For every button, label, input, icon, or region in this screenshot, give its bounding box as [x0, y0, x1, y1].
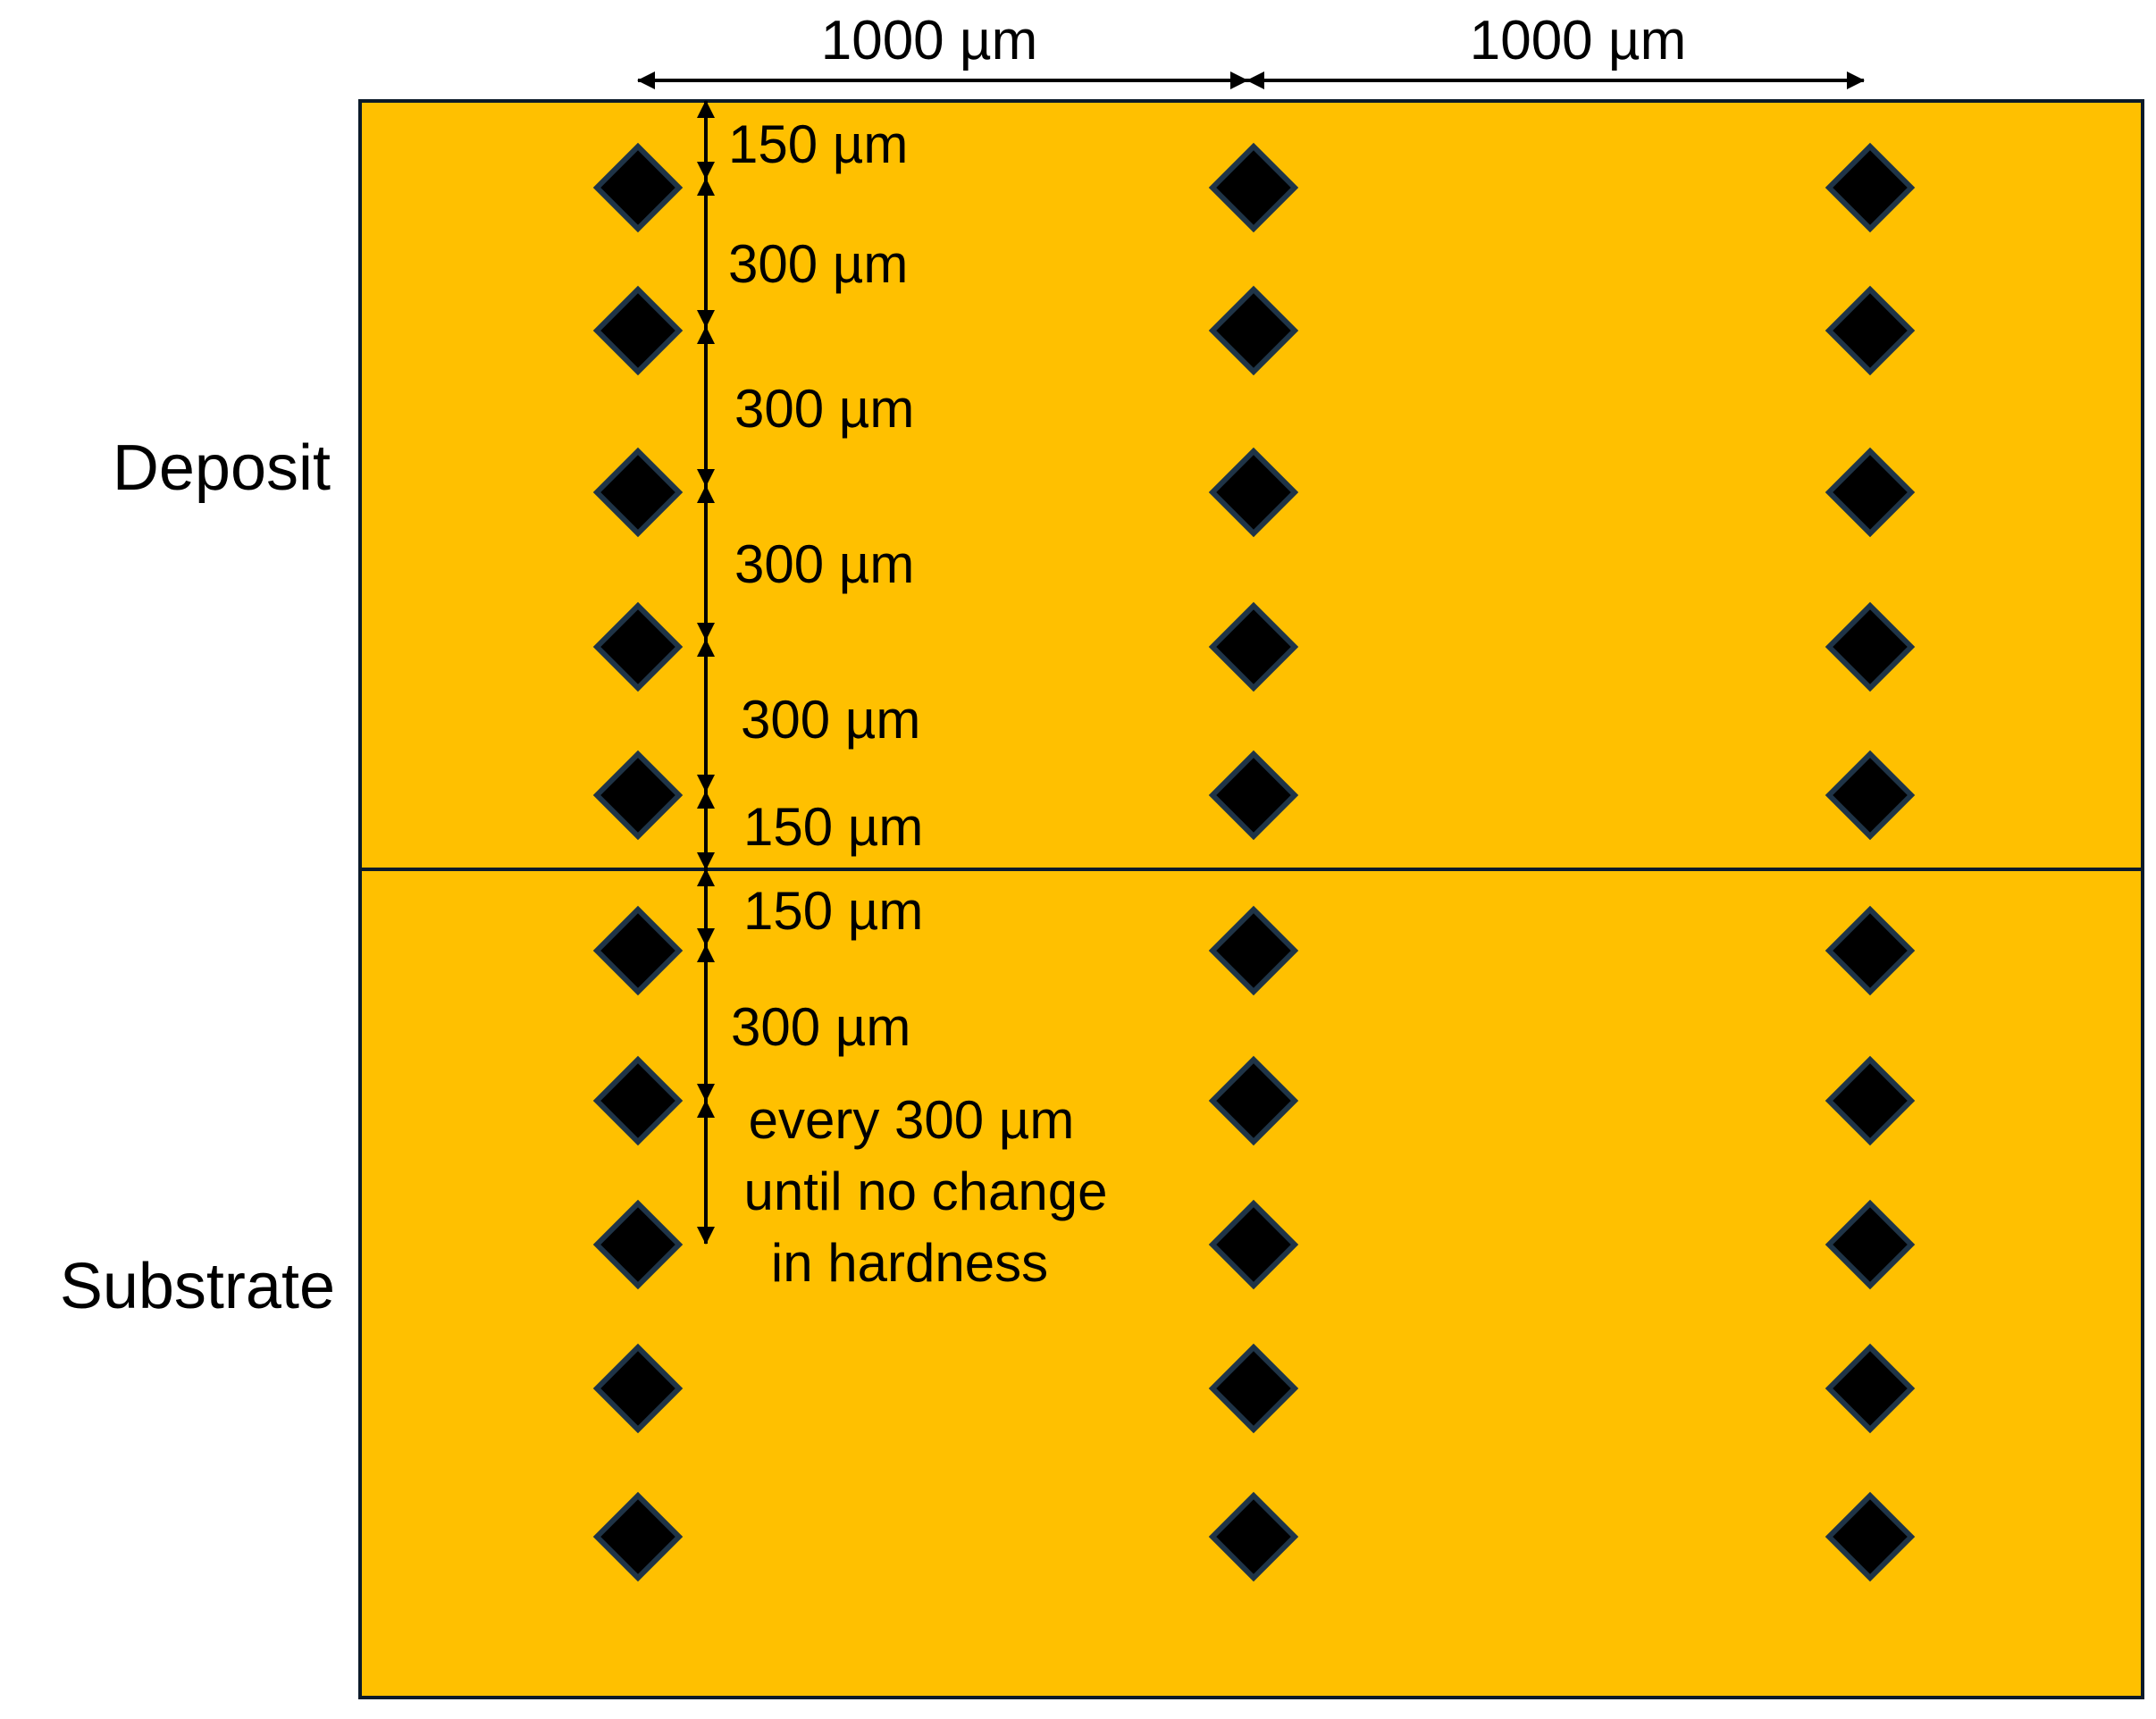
indent-mark [592, 750, 684, 841]
indent-mark [1208, 1491, 1299, 1582]
horizontal-spacing-label-right: 1000 µm [1470, 10, 1687, 71]
indent-mark [1825, 285, 1916, 376]
indent-mark [592, 447, 684, 538]
spacing-note-line: in hardness [771, 1233, 1048, 1293]
deposit-label: Deposit [113, 432, 331, 504]
indent-mark [1208, 601, 1299, 692]
indent-mark [592, 285, 684, 376]
vertical-spacing-label: 300 µm [728, 234, 908, 294]
vertical-spacing-label: 150 µm [743, 797, 923, 857]
vertical-spacing-label: 300 µm [734, 534, 914, 594]
indent-mark [592, 601, 684, 692]
indent-mark [1825, 1491, 1916, 1582]
indent-mark [592, 1343, 684, 1434]
indent-mark [592, 1055, 684, 1146]
indent-mark [1825, 1055, 1916, 1146]
indent-mark [1208, 285, 1299, 376]
indent-mark [1208, 1343, 1299, 1434]
indent-mark [1825, 1343, 1916, 1434]
indent-mark [1825, 750, 1916, 841]
indent-mark [1208, 1199, 1299, 1290]
indent-mark [592, 905, 684, 996]
vertical-spacing-labels: 150 µm 300 µm 300 µm 300 µm 300 µm 150 µ… [728, 114, 923, 1057]
indent-mark [1208, 905, 1299, 996]
indent-mark [1825, 905, 1916, 996]
indent-mark [1825, 601, 1916, 692]
vertical-spacing-label: 150 µm [728, 114, 908, 174]
indent-mark [1208, 142, 1299, 233]
indent-mark [592, 1199, 684, 1290]
spacing-note-line: every 300 µm [749, 1090, 1075, 1150]
indent-mark [1825, 1199, 1916, 1290]
indent-mark [1825, 447, 1916, 538]
vertical-spacing-label: 150 µm [743, 881, 923, 941]
indent-grid [592, 142, 1916, 1582]
vertical-spacing-label: 300 µm [734, 379, 914, 439]
spacing-note-line: until no change [744, 1161, 1108, 1221]
indent-mark [592, 1491, 684, 1582]
indent-mark [1208, 447, 1299, 538]
substrate-label: Substrate [60, 1251, 335, 1322]
indent-mark [1825, 142, 1916, 233]
horizontal-dimension: 1000 µm 1000 µm [637, 10, 1865, 89]
vertical-spacing-label: 300 µm [741, 690, 920, 750]
indent-mark [1208, 1055, 1299, 1146]
indent-mark [592, 142, 684, 233]
vertical-spacing-label: 300 µm [731, 997, 910, 1057]
spacing-note: every 300 µm until no change in hardness [744, 1090, 1108, 1293]
indent-mark [1208, 750, 1299, 841]
horizontal-spacing-label-left: 1000 µm [821, 10, 1038, 71]
